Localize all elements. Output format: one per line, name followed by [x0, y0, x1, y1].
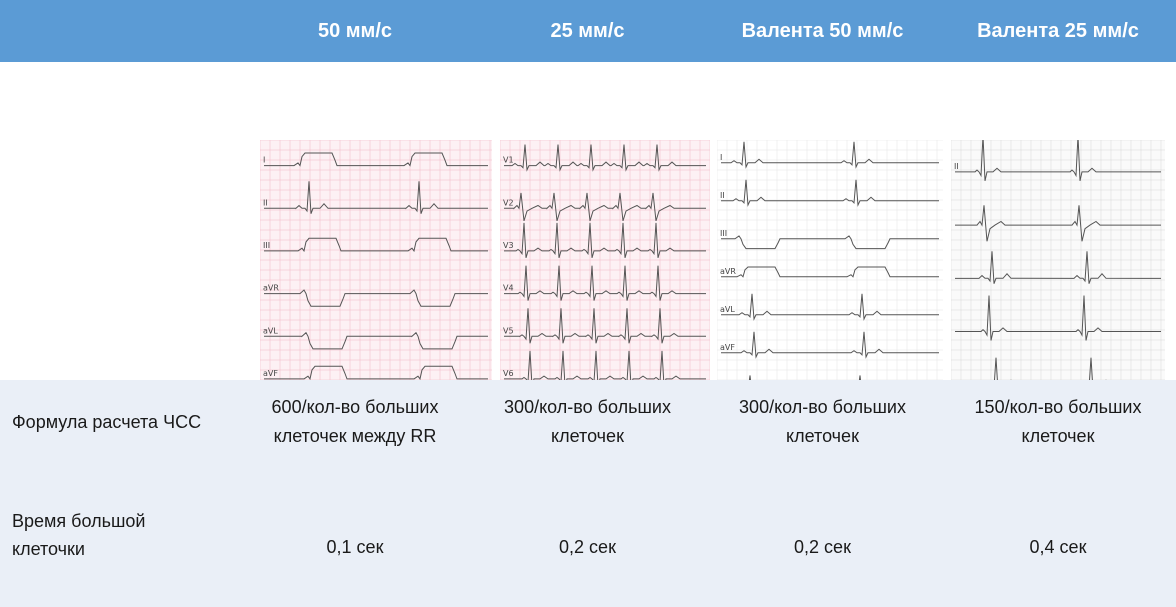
ecg-trace — [721, 266, 939, 278]
ecg-lead-label: V3 — [503, 241, 514, 250]
ecg-paper — [260, 140, 492, 412]
ecg-lead-label: II — [954, 162, 959, 171]
formula-cell-valenta-50mm-line1: 300/кол-во больших — [739, 397, 906, 417]
ecg-trace — [504, 222, 706, 259]
ecg-lead-label: III — [263, 241, 270, 250]
ecg-trace — [721, 293, 939, 321]
formula-cell-50mm: 600/кол-во больших клеточек между RR — [240, 393, 470, 451]
time-row-label: Время большой клеточки — [12, 507, 145, 563]
ecg-strip-1: IIIIIIaVRaVLaVF20 мм/мВ 50 мм/с ФИЛЬТР: … — [260, 140, 492, 412]
ecg-paper — [500, 140, 710, 412]
ecg-lead-label: III — [720, 229, 727, 238]
ecg-lead-label: aVR — [720, 267, 736, 276]
ecg-trace — [264, 331, 489, 350]
formula-cell-50mm-line2: клеточек между RR — [273, 426, 437, 446]
ecg-grid — [717, 140, 943, 412]
ecg-lead-label: I — [720, 153, 722, 162]
ecg-lead-label: aVR — [263, 284, 279, 293]
ecg-strip-2-svg: V1V2V3V4V5V6DR.SHALAUROVA — [500, 140, 710, 412]
formula-cell-25mm: 300/кол-во больших клеточек — [470, 393, 705, 451]
ecg-trace — [955, 205, 1162, 242]
ecg-lead-label: V5 — [503, 326, 514, 335]
ecg-trace — [955, 295, 1162, 341]
formula-cell-25mm-line1: 300/кол-во больших — [504, 397, 671, 417]
formula-cell-50mm-line1: 600/кол-во больших — [271, 397, 439, 417]
ecg-trace — [955, 140, 1162, 182]
ecg-trace — [955, 251, 1162, 284]
ecg-strip-2: V1V2V3V4V5V6DR.SHALAUROVA — [500, 140, 710, 412]
table-header: 50 мм/с 25 мм/с Валента 50 мм/с Валента … — [0, 0, 1176, 62]
formula-cell-valenta-50mm-line2: клеточек — [786, 426, 859, 446]
ecg-lead-label: aVF — [263, 369, 278, 378]
formula-row-label: Формула расчета ЧСС — [12, 412, 202, 432]
ecg-strip-4: II — [951, 140, 1165, 412]
ecg-strip-1-svg: IIIIIIaVRaVLaVF20 мм/мВ 50 мм/с ФИЛЬТР: … — [260, 140, 492, 412]
formula-cell-valenta-25mm-line2: клеточек — [1021, 426, 1095, 446]
ecg-trace — [504, 265, 706, 301]
ecg-trace — [504, 350, 706, 387]
ecg-lead-label: V4 — [503, 284, 514, 293]
ecg-lead-label: aVF — [720, 343, 735, 352]
formula-cell-25mm-line2: клеточек — [551, 426, 624, 446]
ecg-lead-label: V1 — [503, 156, 514, 165]
ecg-lead-label: II — [720, 191, 725, 200]
ecg-trace — [504, 308, 706, 344]
time-cell-25mm: 0,2 сек — [559, 537, 616, 557]
ecg-lead-label: V2 — [503, 198, 514, 207]
header-cell-50mm: 50 мм/с — [317, 20, 393, 42]
ecg-trace — [264, 237, 489, 253]
ecg-trace — [264, 152, 488, 167]
ecg-trace — [264, 365, 489, 381]
time-row-label-line1: Время большой — [12, 511, 146, 531]
ecg-trace — [264, 289, 488, 307]
ecg-lead-label: V6 — [503, 369, 514, 378]
ecg-trace — [504, 144, 706, 172]
ecg-lead-label: aVL — [263, 326, 278, 335]
formula-cell-valenta-25mm: 150/кол-во больших клеточек — [940, 393, 1176, 451]
formula-cell-valenta-50mm: 300/кол-во больших клеточек — [705, 393, 940, 451]
ecg-trace — [504, 192, 706, 222]
ecg-paper — [717, 140, 943, 412]
formula-cell-valenta-25mm-line1: 150/кол-во больших — [974, 397, 1142, 417]
time-row-label-line2: клеточки — [12, 539, 85, 559]
header-cell-valenta-50mm: Валента 50 мм/с — [741, 20, 904, 42]
ecg-lead-label: aVL — [720, 305, 735, 314]
ecg-lead-label: I — [263, 156, 265, 165]
time-row: Время большой клеточки 0,1 сек 0,2 сек 0… — [0, 485, 1176, 607]
header-cell-valenta-25mm: Валента 25 мм/с — [977, 20, 1139, 42]
time-cell-valenta-25mm: 0,4 сек — [1029, 537, 1087, 557]
time-cell-50mm: 0,1 сек — [326, 537, 384, 557]
ecg-strip-4-svg: II — [951, 140, 1165, 412]
ecg-trace — [721, 235, 939, 250]
ecg-trace — [721, 141, 939, 169]
ecg-trace — [264, 181, 489, 214]
ecg-lead-label: II — [263, 198, 268, 207]
time-cell-valenta-50mm: 0,2 сек — [794, 537, 851, 557]
formula-row: Формула расчета ЧСС 600/кол-во больших к… — [0, 380, 1176, 485]
ecg-paper — [951, 140, 1165, 412]
header-cell-empty — [0, 0, 240, 62]
ecg-trace — [721, 179, 939, 207]
header-cell-25mm: 25 мм/с — [550, 20, 625, 42]
ecg-grid — [951, 140, 1165, 412]
ecg-image-row: IIIIIIaVRaVLaVF20 мм/мВ 50 мм/с ФИЛЬТР: … — [0, 62, 1176, 412]
ecg-trace — [721, 331, 939, 359]
